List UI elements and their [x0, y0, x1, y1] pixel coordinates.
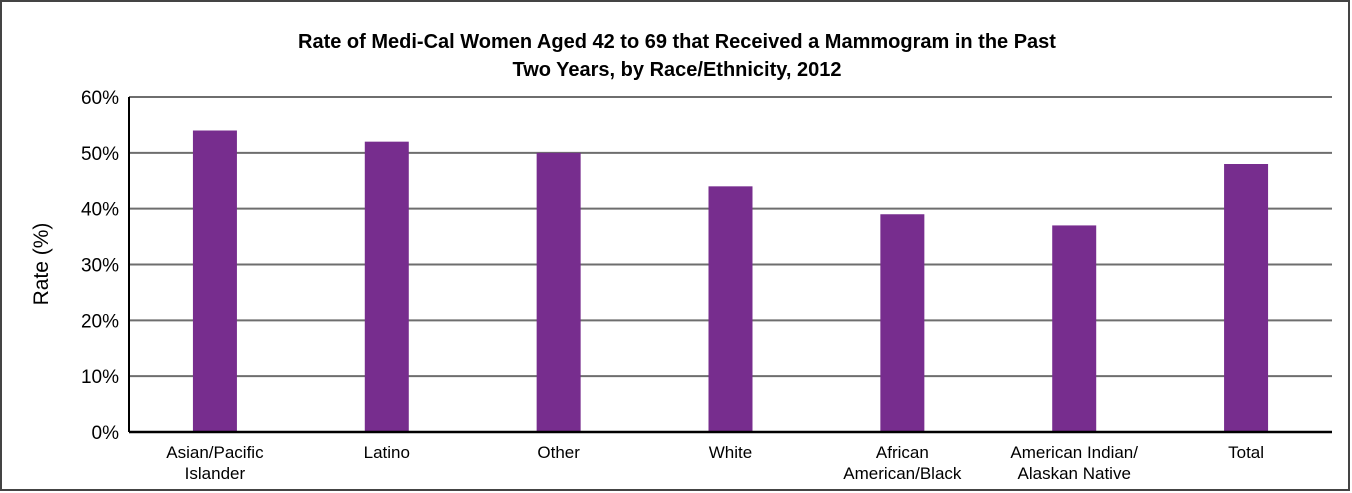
x-category-label-line: Latino	[364, 443, 410, 462]
x-category-label: Latino	[364, 443, 410, 462]
y-tick-label: 60%	[81, 88, 119, 109]
y-tick-label: 20%	[81, 311, 119, 332]
bar	[708, 186, 753, 432]
x-category-label: American Indian/Alaskan Native	[1010, 443, 1138, 483]
chart-title-line-1: Rate of Medi-Cal Women Aged 42 to 69 tha…	[298, 31, 1056, 53]
y-tick-label: 50%	[81, 144, 119, 165]
y-tick-label: 30%	[81, 256, 119, 277]
bar	[880, 214, 925, 432]
y-tick-label: 10%	[81, 367, 119, 388]
x-category-label: Asian/Pacific Islander	[166, 443, 264, 483]
y-tick-label: 40%	[81, 200, 119, 221]
x-category-label: Other	[537, 443, 580, 462]
x-category-label-line: Asian/Pacific	[166, 443, 264, 462]
x-category-label-line: American/Black	[843, 464, 962, 483]
x-category-labels: Asian/Pacific Islander Latino Other White Afr…	[166, 443, 1264, 483]
x-category-label-line: African	[876, 443, 929, 462]
y-tick-labels: 0% 10% 20% 30% 40% 50% 60%	[81, 88, 119, 444]
bar	[192, 130, 237, 432]
x-category-label-line: Islander	[185, 464, 246, 483]
bar	[536, 152, 581, 433]
bars	[192, 130, 1269, 433]
bar	[1052, 225, 1097, 432]
chart-title-line-2: Two Years, by Race/Ethnicity, 2012	[512, 59, 841, 81]
x-category-label-line: Other	[537, 443, 580, 462]
y-axis-label: Rate (%)	[30, 223, 53, 306]
x-category-label-line: American Indian/	[1010, 443, 1138, 462]
x-category-label-line: Total	[1228, 443, 1264, 462]
x-category-label-line: White	[709, 443, 752, 462]
x-category-label: African American/Black	[843, 443, 962, 483]
x-category-label-line: Alaskan Native	[1018, 464, 1131, 483]
y-tick-label: 0%	[92, 423, 120, 444]
x-category-label: White	[709, 443, 752, 462]
bar	[1224, 164, 1269, 432]
bar	[364, 141, 409, 432]
axes	[128, 97, 1332, 434]
x-category-label: Total	[1228, 443, 1264, 462]
